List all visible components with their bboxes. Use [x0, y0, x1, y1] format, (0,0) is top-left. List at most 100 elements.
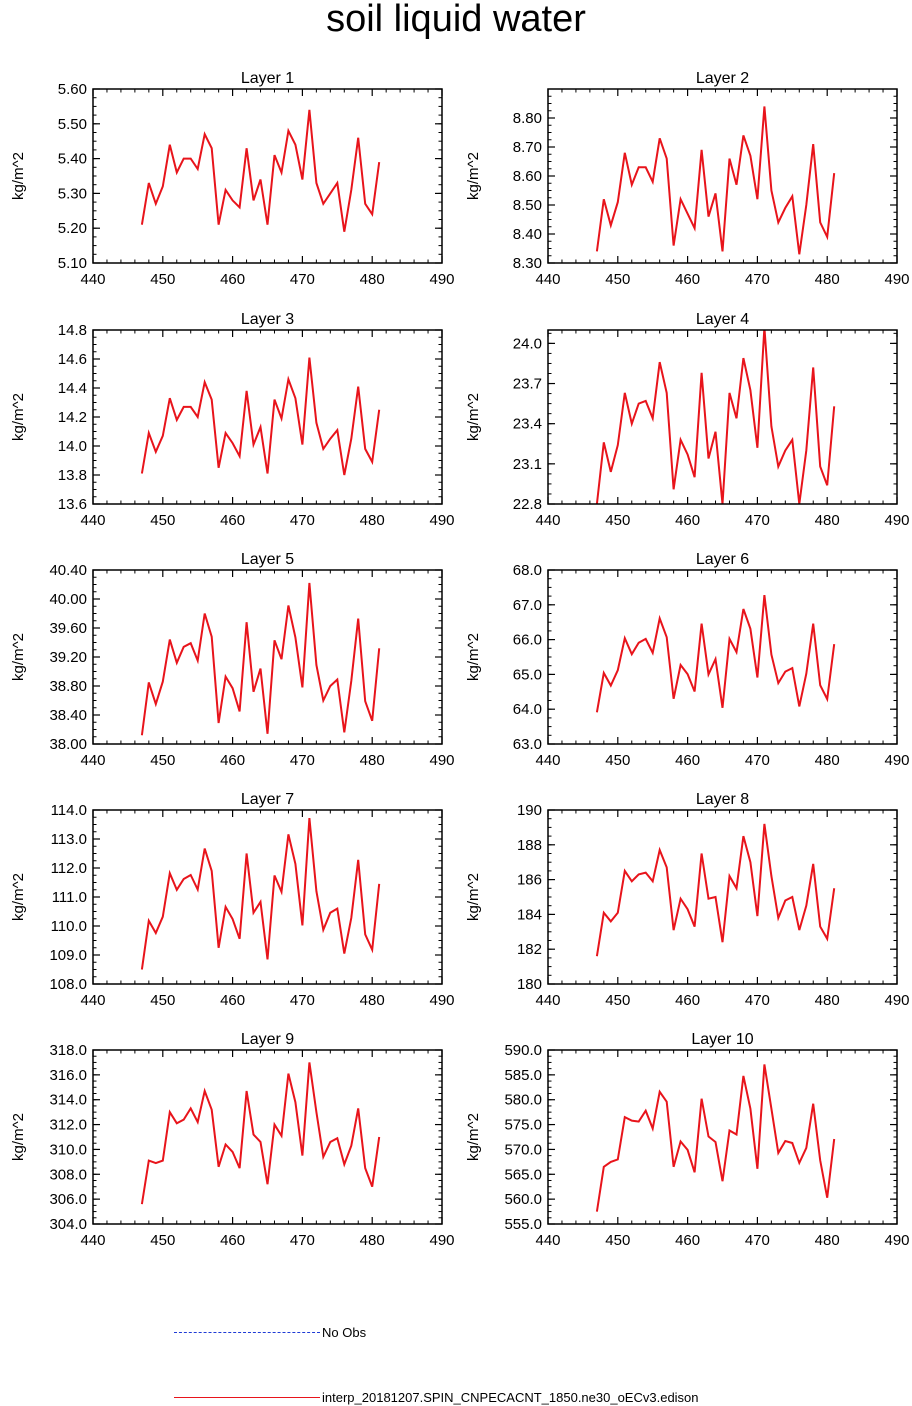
x-tick-label: 480 — [815, 512, 840, 529]
x-tick-label: 440 — [535, 512, 560, 529]
x-tick-label: 480 — [815, 1232, 840, 1249]
x-tick-label: 440 — [535, 992, 560, 1009]
plot-frame — [92, 809, 443, 985]
y-axis-label: kg/m^2 — [465, 633, 482, 681]
series-line — [140, 357, 381, 476]
x-tick-label: 470 — [290, 271, 315, 288]
series-line — [140, 1062, 381, 1205]
y-tick-label: 65.0 — [513, 666, 542, 683]
y-tick-label: 190 — [517, 802, 542, 819]
x-tick-label: 440 — [535, 752, 560, 769]
y-axis-label: kg/m^2 — [465, 873, 482, 921]
x-tick-label: 480 — [360, 271, 385, 288]
x-tick-label: 480 — [815, 752, 840, 769]
panel-title: Layer 2 — [696, 70, 749, 87]
x-tick-label: 480 — [815, 271, 840, 288]
x-tick-label: 460 — [675, 271, 700, 288]
x-tick-label: 490 — [429, 752, 454, 769]
plot-frame — [92, 1049, 443, 1225]
y-tick-label: 67.0 — [513, 597, 542, 614]
x-tick-label: 460 — [220, 512, 245, 529]
y-tick-label: 575.0 — [504, 1117, 542, 1134]
series-line — [140, 109, 381, 232]
plot-frame — [547, 329, 898, 505]
y-tick-label: 23.7 — [513, 376, 542, 393]
y-tick-label: 5.50 — [58, 116, 87, 133]
x-tick-label: 490 — [884, 271, 909, 288]
y-axis-label: kg/m^2 — [10, 1113, 27, 1161]
x-tick-label: 490 — [884, 992, 909, 1009]
x-tick-label: 480 — [815, 992, 840, 1009]
x-tick-label: 490 — [429, 992, 454, 1009]
x-tick-label: 460 — [220, 271, 245, 288]
series-line — [595, 106, 836, 255]
y-tick-label: 39.60 — [49, 620, 87, 637]
y-tick-label: 8.80 — [513, 110, 542, 127]
x-tick-label: 470 — [290, 512, 315, 529]
x-tick-label: 490 — [884, 512, 909, 529]
y-tick-label: 14.6 — [58, 351, 87, 368]
x-tick-label: 460 — [220, 992, 245, 1009]
y-tick-label: 14.8 — [58, 322, 87, 339]
y-tick-label: 5.10 — [58, 255, 87, 272]
y-tick-label: 184 — [517, 906, 542, 923]
panel-title: Layer 8 — [696, 791, 749, 808]
y-tick-label: 113.0 — [51, 831, 87, 848]
y-tick-label: 23.1 — [513, 456, 542, 473]
y-tick-label: 560.0 — [504, 1191, 542, 1208]
series-line — [140, 818, 381, 970]
x-tick-label: 450 — [150, 752, 175, 769]
x-tick-label: 490 — [884, 1232, 909, 1249]
plot-frame — [547, 88, 898, 264]
y-tick-label: 114.0 — [51, 802, 87, 819]
x-tick-label: 480 — [360, 752, 385, 769]
y-tick-label: 590.0 — [504, 1042, 542, 1059]
x-tick-label: 460 — [220, 752, 245, 769]
y-tick-label: 5.40 — [58, 151, 87, 168]
y-axis-label: kg/m^2 — [10, 152, 27, 200]
x-tick-label: 460 — [675, 1232, 700, 1249]
y-axis-label: kg/m^2 — [10, 393, 27, 441]
y-tick-label: 306.0 — [49, 1191, 87, 1208]
y-tick-label: 318.0 — [49, 1042, 87, 1059]
y-tick-label: 8.30 — [513, 255, 542, 272]
y-tick-label: 68.0 — [513, 562, 542, 579]
panel-title: Layer 7 — [241, 791, 294, 808]
y-tick-label: 38.40 — [49, 707, 87, 724]
x-tick-label: 450 — [605, 992, 630, 1009]
x-tick-label: 470 — [290, 992, 315, 1009]
x-tick-label: 450 — [150, 992, 175, 1009]
x-tick-label: 450 — [605, 512, 630, 529]
y-tick-label: 314.0 — [49, 1092, 87, 1109]
y-tick-label: 13.6 — [58, 496, 87, 513]
y-tick-label: 24.0 — [513, 335, 542, 352]
panel-title: Layer 1 — [241, 70, 294, 87]
y-tick-label: 555.0 — [504, 1216, 542, 1233]
y-tick-label: 8.70 — [513, 139, 542, 156]
panel-title: Layer 9 — [241, 1031, 294, 1048]
y-tick-label: 13.8 — [58, 467, 87, 484]
x-tick-label: 470 — [290, 752, 315, 769]
y-axis-label: kg/m^2 — [465, 152, 482, 200]
x-tick-label: 470 — [745, 271, 770, 288]
x-tick-label: 440 — [80, 1232, 105, 1249]
x-tick-label: 490 — [429, 271, 454, 288]
y-tick-label: 111.0 — [52, 889, 87, 906]
x-tick-label: 450 — [605, 1232, 630, 1249]
y-tick-label: 39.20 — [49, 649, 87, 666]
x-tick-label: 450 — [605, 271, 630, 288]
series-line — [595, 594, 836, 713]
y-tick-label: 40.40 — [49, 562, 87, 579]
panel-layer-2: Layer 2 kg/m^2 440 450 460 470 480 490 8.30 8.40 8… — [465, 70, 910, 288]
y-tick-label: 109.0 — [49, 947, 87, 964]
y-tick-label: 108.0 — [49, 976, 87, 993]
x-tick-label: 440 — [80, 271, 105, 288]
y-tick-label: 14.4 — [58, 380, 87, 397]
y-tick-label: 304.0 — [49, 1216, 87, 1233]
x-tick-label: 440 — [535, 271, 560, 288]
panel-layer-4: Layer 4 kg/m^2 440 450 460 470 480 490 22.8 23.1 2… — [465, 311, 910, 529]
x-tick-label: 460 — [675, 512, 700, 529]
x-tick-label: 460 — [675, 992, 700, 1009]
panel-title: Layer 3 — [241, 311, 294, 328]
